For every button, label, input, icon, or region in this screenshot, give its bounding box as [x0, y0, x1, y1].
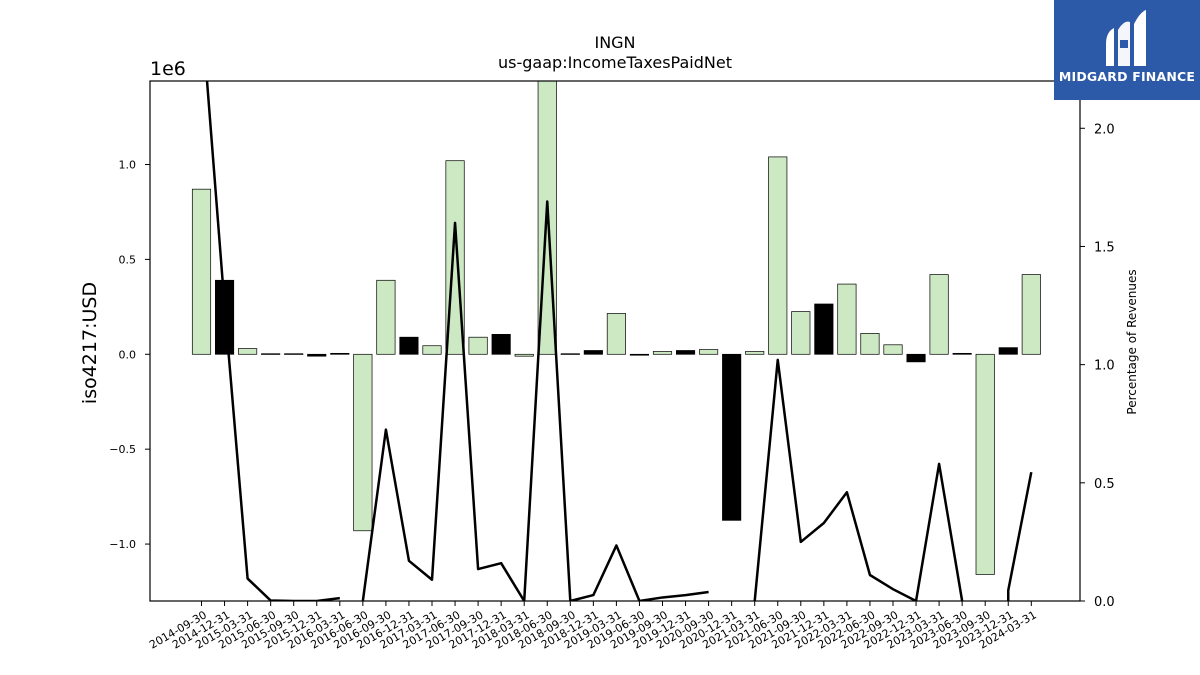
- y-axis-scale-label: 1e6: [150, 58, 186, 80]
- bar-2017-03-31: [422, 345, 442, 355]
- bar-2023-09-30: [975, 353, 995, 575]
- chart-title: INGN: [594, 33, 635, 52]
- bar-2022-09-30: [883, 344, 903, 355]
- bar-2019-12-31: [675, 350, 696, 355]
- y-tick-label: 0.0: [119, 348, 137, 361]
- y-tick-label: −1.0: [109, 538, 136, 551]
- bar-2021-09-30: [791, 311, 811, 355]
- bar-2023-03-31: [929, 274, 949, 355]
- bar-2015-12-31: [307, 353, 327, 357]
- bar-2024-03-31: [1021, 274, 1041, 355]
- bar-2015-06-30: [261, 353, 281, 355]
- bar-2017-09-30: [468, 336, 488, 355]
- plot-frame: [149, 80, 1081, 602]
- bar-2021-06-30: [768, 156, 788, 355]
- bar-2020-12-31: [722, 353, 742, 521]
- bar-2015-03-31: [238, 348, 258, 355]
- bar-2019-06-30: [629, 353, 649, 356]
- bar-2015-09-30: [284, 353, 304, 355]
- axes-layer: −1.0−0.50.00.51.00.00.51.01.52.02014-09-…: [109, 80, 1115, 652]
- y2-tick-label: 2.0: [1094, 122, 1115, 137]
- logo-mark-icon: [1106, 10, 1146, 66]
- bar-2014-09-30: [191, 188, 212, 355]
- revenue-pct-line-segment-1: [361, 200, 709, 601]
- y2-axis-label: Percentage of Revenues: [1125, 269, 1139, 414]
- bars-layer: [191, 81, 1041, 575]
- bar-2016-09-30: [376, 279, 396, 355]
- bar-2019-03-31: [606, 313, 626, 355]
- bar-2016-12-31: [399, 336, 419, 355]
- logo-text: MIDGARD FINANCE: [1058, 69, 1196, 84]
- chart-subtitle: us-gaap:IncomeTaxesPaidNet: [498, 53, 732, 72]
- revenue-pct-line-segment-2: [753, 358, 964, 601]
- y-tick-label: 0.5: [119, 253, 137, 266]
- bar-2021-12-31: [814, 303, 834, 355]
- bar-2019-09-30: [652, 351, 673, 355]
- bar-2023-06-30: [952, 352, 972, 355]
- y2-tick-label: 0.0: [1094, 595, 1115, 610]
- bar-2017-12-31: [491, 334, 511, 355]
- bar-2016-06-30: [353, 353, 373, 532]
- bar-2022-03-31: [837, 283, 857, 355]
- y-axis-label: iso4217:USD: [79, 282, 101, 404]
- bar-2021-03-31: [745, 351, 765, 355]
- y-tick-label: 1.0: [119, 159, 137, 172]
- brand-logo: MIDGARD FINANCE: [1054, 0, 1200, 100]
- y2-tick-label: 1.0: [1094, 359, 1115, 374]
- bar-2022-12-31: [906, 353, 926, 363]
- bar-2018-12-31: [583, 350, 603, 355]
- bar-2020-09-30: [699, 349, 719, 355]
- bar-2022-06-30: [860, 333, 880, 355]
- y2-tick-label: 1.5: [1094, 240, 1115, 255]
- bar-2016-03-31: [330, 352, 350, 355]
- bar-2023-12-31: [998, 347, 1018, 355]
- bar-2018-09-30: [560, 353, 580, 355]
- y-tick-label: −0.5: [109, 443, 136, 456]
- revenue-pct-line-segment-3: [1007, 471, 1033, 601]
- bar-2018-03-31: [514, 353, 534, 357]
- line-layer: [205, 81, 1033, 601]
- y2-tick-label: 0.5: [1094, 477, 1115, 492]
